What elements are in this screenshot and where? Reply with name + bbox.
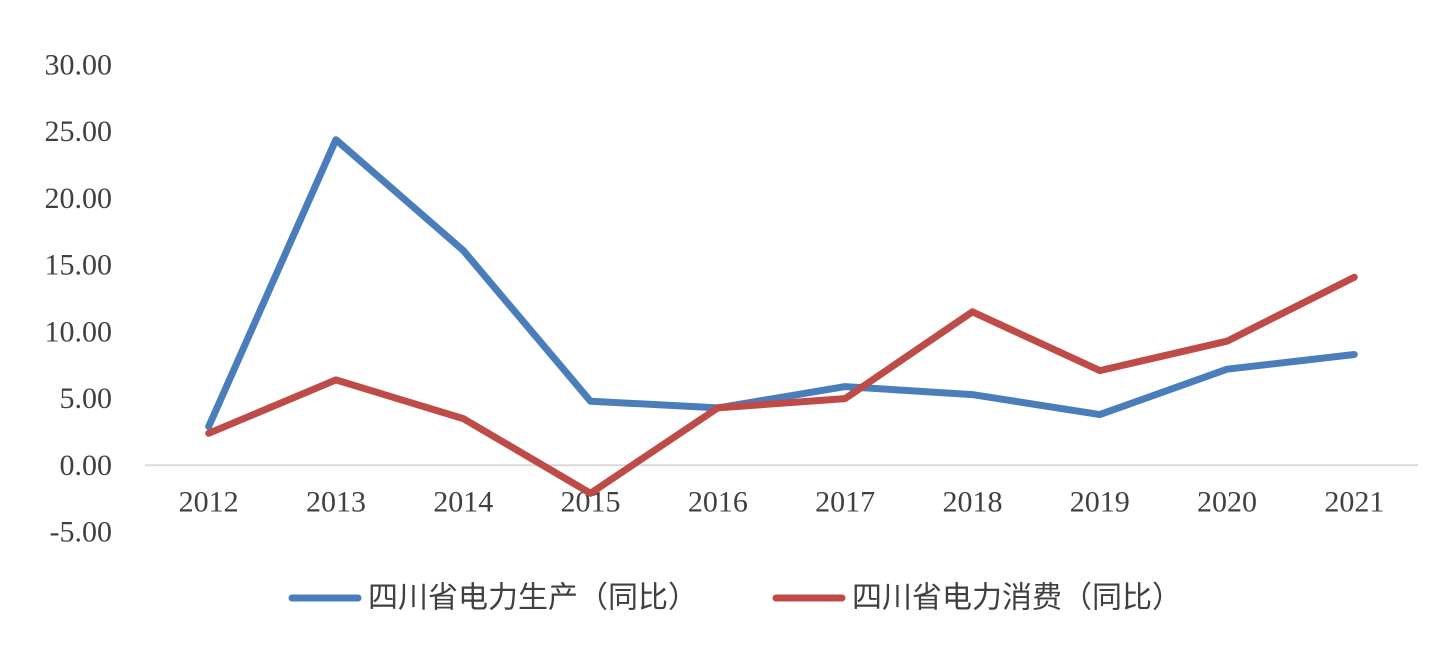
legend: 四川省电力生产（同比） 四川省电力消费（同比）: [288, 581, 1182, 616]
y-tick-label: 30.00: [45, 49, 113, 82]
legend-label-2: 四川省电力消费（同比）: [852, 581, 1182, 616]
y-tick-label: 5.00: [60, 382, 113, 415]
series-line-2: [205, 273, 1358, 497]
y-tick-label: 10.00: [45, 315, 113, 348]
y-tick-label: 25.00: [45, 115, 113, 148]
x-tick-label: 2013: [306, 486, 366, 519]
x-tick-label: 2012: [179, 486, 239, 519]
legend-label-1: 四川省电力生产（同比）: [368, 581, 698, 616]
y-tick-label: 20.00: [45, 182, 113, 215]
x-tick-label: 2021: [1324, 486, 1384, 519]
y-tick-label: 15.00: [45, 249, 113, 282]
y-axis: -5.00 0.00 5.00 10.00 15.00 20.00 25.00 30.00: [45, 49, 113, 549]
y-tick-label: 0.00: [60, 449, 113, 482]
x-axis: 2012 2013 2014 2015 2016 2017 2018 2019 2020 2021: [179, 486, 1385, 519]
series-line-1: [205, 136, 1358, 431]
x-tick-label: 2017: [815, 486, 875, 519]
x-tick-label: 2014: [433, 486, 493, 519]
x-tick-label: 2016: [688, 486, 748, 519]
x-tick-label: 2018: [942, 486, 1002, 519]
y-tick-label: -5.00: [50, 516, 113, 549]
x-tick-label: 2020: [1197, 486, 1257, 519]
series-lines: [205, 136, 1358, 497]
x-tick-label: 2019: [1070, 486, 1130, 519]
